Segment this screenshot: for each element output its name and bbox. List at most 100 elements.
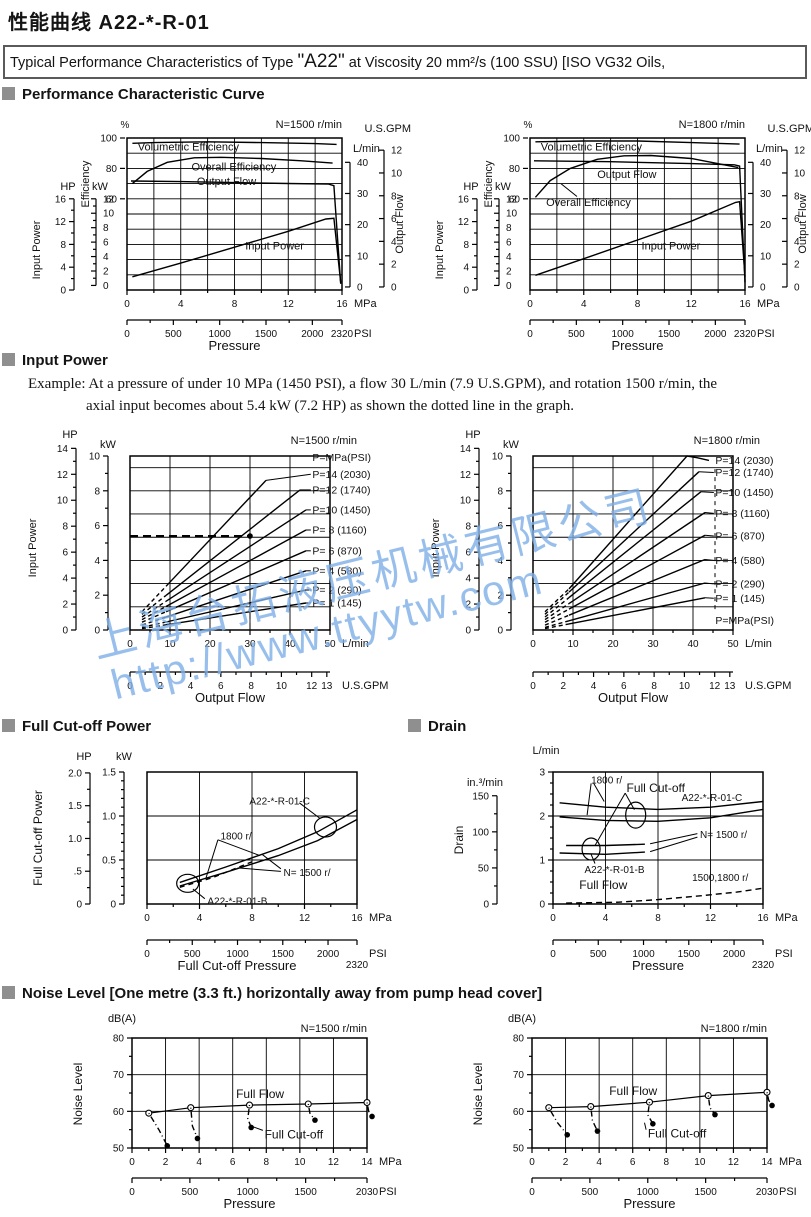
chart-label: 30 <box>647 639 659 650</box>
chart-label: 10 <box>506 209 518 220</box>
chart-label: N=1500 r/min <box>301 1023 367 1035</box>
chart-label: 20 <box>607 639 619 650</box>
chart-label: 2320 <box>346 960 369 971</box>
chart-label: P= 8 (1160) <box>715 508 769 520</box>
chart-label: 0 <box>391 282 397 293</box>
highlight-ellipse <box>313 816 338 838</box>
p8-dash <box>544 603 570 621</box>
chart-label: 20 <box>760 220 772 231</box>
chart-label: 10 <box>357 251 369 262</box>
leader-line <box>704 512 714 514</box>
chart-label: 0 <box>129 1157 135 1168</box>
chart-label: in.³/min <box>467 777 503 789</box>
chart-label: .5 <box>74 867 83 878</box>
chart-label: 2 <box>391 260 397 271</box>
chart-label: 10 <box>679 681 691 692</box>
chart-label: 10 <box>567 639 579 650</box>
chart-label: 2 <box>94 591 100 602</box>
leader-line <box>265 473 311 481</box>
example-line-2: axial input becomes about 5.4 kW (7.2 HP… <box>86 398 574 414</box>
x2-axis-unit: U.S.GPM <box>745 680 791 692</box>
chart-label: 0 <box>103 281 109 292</box>
chart-label: HP <box>465 429 480 441</box>
overall-efficiency <box>131 156 333 185</box>
data-point-marker <box>645 1098 654 1106</box>
leader-line <box>593 783 605 802</box>
x-axis-unit: MPa <box>757 298 781 310</box>
chart-label: 10 <box>460 496 472 507</box>
chart-label: P= 6 (870) <box>715 531 764 543</box>
chart-label: 1800 r/ <box>221 832 252 843</box>
chart-label: 8 <box>264 1157 270 1168</box>
chart-label: Input Power <box>245 240 304 252</box>
chart-label: 1.5 <box>102 768 116 779</box>
chart-label: 100 <box>472 827 489 838</box>
chart-label: 40 <box>760 158 772 169</box>
chart-label: 4 <box>103 252 109 263</box>
chart-label: A22-*-R-01-B <box>585 865 645 876</box>
chart-label: 20 <box>357 220 369 231</box>
chart-label: Volumetric Efficiency <box>541 142 643 154</box>
chart-label: 60 <box>106 194 118 205</box>
series <box>559 800 764 904</box>
chart-label: Input Power <box>430 518 442 577</box>
chart-label: 6 <box>218 681 224 692</box>
chart-label: 14 <box>57 444 69 455</box>
chart-label: P= 1 (145) <box>715 593 764 605</box>
chart-label: 0 <box>62 626 68 637</box>
chart-label: 12 <box>460 470 472 481</box>
chart-label: kW <box>116 751 133 763</box>
chart-label: 60 <box>113 1107 125 1118</box>
x-axis-unit: L/min <box>342 638 369 650</box>
cutoff-power-1800 <box>179 809 358 884</box>
series <box>130 479 307 630</box>
chart-label: 2320 <box>331 329 354 340</box>
highlight-ellipse <box>176 873 200 893</box>
data-point-marker <box>650 1121 656 1127</box>
chart-label: Volumetric Efficiency <box>138 142 240 154</box>
input-power <box>132 217 342 283</box>
p14-dash <box>544 588 570 613</box>
chart-label: P= 4 (580) <box>715 555 764 567</box>
chart-label: 8 <box>249 913 255 924</box>
chart-label: 13 <box>321 681 333 692</box>
gridlines <box>147 772 357 904</box>
chart-label: 16 <box>351 913 363 924</box>
chart-label: 10 <box>391 168 403 179</box>
chart-label: Full Cut-off <box>627 781 686 795</box>
chart-label: 80 <box>113 1034 125 1045</box>
chart-label: 10 <box>694 1157 706 1168</box>
chart-label: 4 <box>506 252 512 263</box>
chart-label: 12 <box>506 194 518 205</box>
chart-label: 4 <box>591 681 597 692</box>
chart-label: 0 <box>483 900 489 911</box>
p12-dash <box>141 594 167 615</box>
series <box>545 1088 775 1138</box>
chart-label: 10 <box>89 452 101 463</box>
chart-label: Efficiency <box>483 160 495 207</box>
chart-label: 4 <box>188 681 194 692</box>
section-bullet-icon <box>2 986 15 999</box>
chart-label: 6 <box>621 681 627 692</box>
section-label: Full Cut-off Power <box>22 718 152 735</box>
chart-label: 12 <box>686 299 698 310</box>
chart-label: 4 <box>196 1157 202 1168</box>
chart-label: 8 <box>60 240 66 251</box>
chart-label: Output Flow <box>797 194 809 253</box>
chart-label: 8 <box>664 1157 670 1168</box>
chart-label: 2000 <box>723 949 746 960</box>
section-label: Performance Characteristic Curve <box>22 86 265 103</box>
header-text-2: at Viscosity 20 mm²/s (100 SSU) [ISO VG3… <box>344 55 666 71</box>
chart-label: 0 <box>506 281 512 292</box>
chart-label: 0 <box>127 639 133 650</box>
data-point-marker <box>194 1135 201 1142</box>
chart-label: 12 <box>103 194 115 205</box>
chart-label: 4 <box>581 299 587 310</box>
data-point-marker <box>769 1102 775 1109</box>
chart-label: 2 <box>563 1157 569 1168</box>
chart-label: 1500 <box>678 949 701 960</box>
leader-line <box>217 839 261 857</box>
x-axis-unit: L/min <box>745 638 772 650</box>
